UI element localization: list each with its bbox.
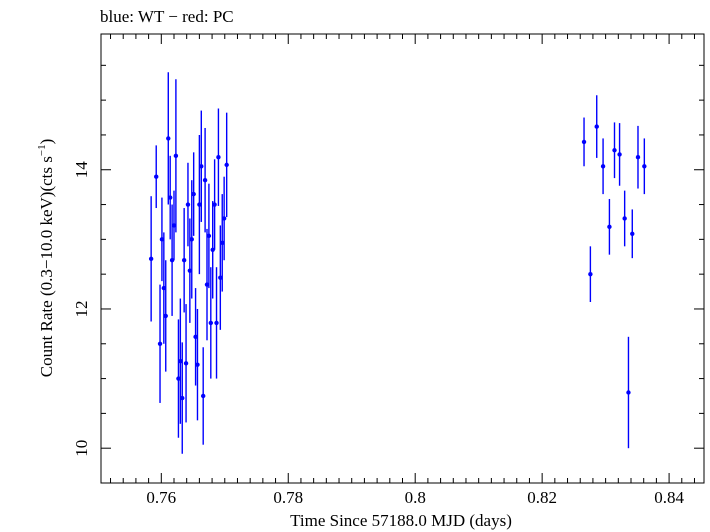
data-points <box>148 72 647 454</box>
x-tick-label: 0.82 <box>527 488 557 507</box>
data-point <box>161 285 167 291</box>
x-axis-label: Time Since 57188.0 MJD (days) <box>290 511 512 530</box>
axis-ticks <box>101 34 704 484</box>
data-point <box>185 202 191 207</box>
x-tick-label: 0.76 <box>146 488 176 507</box>
data-point <box>224 162 229 168</box>
data-point <box>166 136 171 141</box>
data-point <box>588 271 593 277</box>
data-point <box>220 240 225 246</box>
y-axis-label-main: Count Rate (0.3−10.0 keV)(cts s <box>37 156 56 377</box>
data-point <box>189 237 194 242</box>
data-point <box>200 393 206 399</box>
data-point <box>612 148 617 153</box>
data-point <box>642 164 647 169</box>
data-point <box>594 124 599 129</box>
y-tick-label: 14 <box>72 161 91 179</box>
data-point <box>630 231 635 236</box>
data-point <box>204 282 210 287</box>
data-point <box>176 376 181 381</box>
data-point <box>197 202 202 207</box>
x-tick-label: 0.8 <box>405 488 426 507</box>
data-point <box>154 174 159 179</box>
plot-frame <box>100 33 705 484</box>
y-axis-label-close: ) <box>37 139 56 145</box>
data-point <box>581 139 587 145</box>
data-point <box>617 152 622 157</box>
data-point <box>187 268 193 273</box>
data-point <box>159 237 165 242</box>
data-point <box>167 195 173 200</box>
x-tick-label: 0.84 <box>654 488 684 507</box>
y-axis-label: Count Rate (0.3−10.0 keV)(cts s−1) <box>36 139 56 378</box>
x-tick-label: 0.78 <box>273 488 303 507</box>
data-point <box>180 395 185 401</box>
data-point <box>173 153 179 159</box>
data-point <box>178 358 183 364</box>
data-point <box>635 155 641 160</box>
data-point <box>157 341 163 346</box>
tick-labels: 0.76 0.78 0.8 0.82 0.84 10 12 14 <box>72 161 684 507</box>
data-point <box>195 362 200 367</box>
data-point <box>607 224 612 230</box>
data-point <box>208 320 214 326</box>
data-point <box>181 258 187 263</box>
data-point <box>191 191 196 197</box>
data-point <box>221 216 227 221</box>
data-point <box>622 216 627 221</box>
data-point <box>210 247 215 252</box>
data-point <box>206 233 212 239</box>
chart-title: blue: WT − red: PC <box>100 7 234 26</box>
data-point <box>216 155 221 160</box>
data-point <box>171 223 177 228</box>
y-axis-label-sup: −1 <box>36 144 48 156</box>
data-point <box>169 258 175 263</box>
data-point <box>212 202 217 207</box>
data-point <box>193 334 198 340</box>
data-point <box>148 256 154 262</box>
data-point <box>214 320 219 326</box>
data-point <box>199 164 204 169</box>
data-point <box>600 164 606 169</box>
y-tick-label: 10 <box>72 440 91 457</box>
data-point <box>163 313 168 319</box>
data-point <box>202 177 208 183</box>
y-tick-label: 12 <box>72 300 91 317</box>
data-point <box>626 390 631 395</box>
data-point <box>183 361 189 366</box>
data-point <box>218 275 223 280</box>
